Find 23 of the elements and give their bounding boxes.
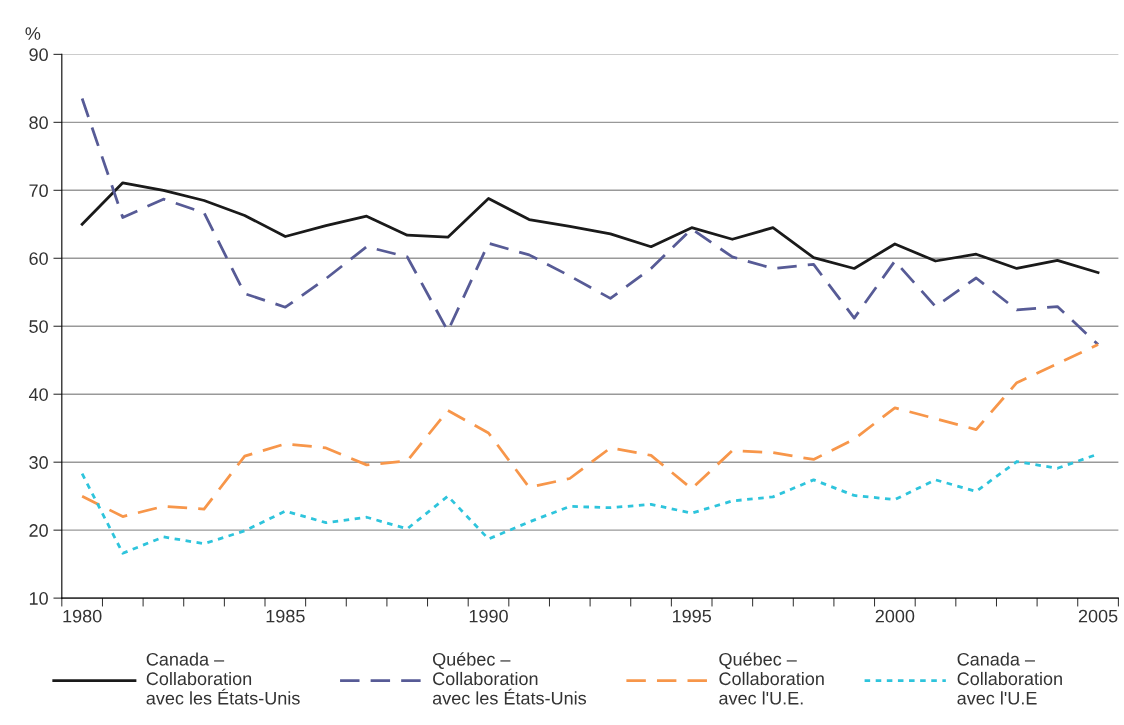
- y-tick-label: 50: [29, 320, 48, 333]
- x-tick-label: 2000: [875, 609, 915, 623]
- x-tick-label: 1985: [266, 609, 305, 623]
- x-tick-label: 2005: [1078, 609, 1118, 623]
- x-tick-label: 1990: [469, 609, 508, 623]
- y-tick-label: 80: [29, 116, 48, 130]
- y-tick-label: 20: [29, 524, 48, 537]
- legend-label: Québec – Collaboration avec les États-Unis: [432, 652, 587, 705]
- y-tick-label: 10: [29, 592, 48, 605]
- y-axis-title: %: [25, 27, 41, 40]
- y-tick-label: 70: [29, 184, 48, 198]
- line-series: [80, 97, 1100, 346]
- y-tick-label: 30: [29, 456, 48, 469]
- legend-label: Québec – Collaboration avec l'U.E.: [719, 652, 824, 705]
- y-tick-label: 90: [29, 48, 48, 62]
- y-tick-label: 60: [29, 252, 48, 265]
- legend-label: Canada – Collaboration avec l'U.E: [957, 652, 1062, 705]
- line-series: [80, 181, 1100, 274]
- x-tick-label: 1995: [672, 609, 712, 623]
- legend-label: Canada – Collaboration avec les États-Unis: [146, 652, 300, 705]
- y-tick-label: 40: [28, 388, 48, 401]
- line-series: [80, 343, 1100, 518]
- x-tick-label: 1980: [63, 609, 102, 623]
